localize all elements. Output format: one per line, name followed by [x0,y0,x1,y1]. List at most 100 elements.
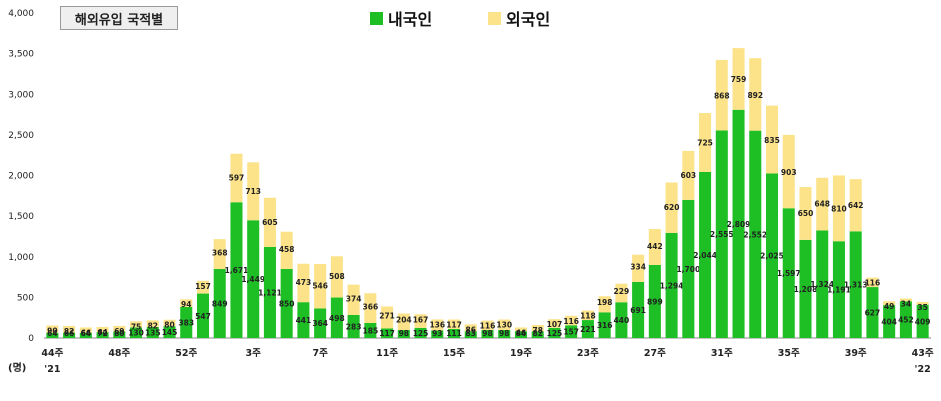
data-label-foreign: 117 [446,320,462,329]
data-label-foreign: 508 [329,272,345,281]
bar-domestic [765,173,779,338]
bar-foreign [883,301,896,306]
data-label-domestic: 1,671 [225,266,249,275]
data-label-foreign: 271 [379,312,395,321]
data-label-foreign: 648 [814,200,830,209]
data-label-foreign: 66 [81,328,91,337]
bar-domestic [213,269,226,338]
bar-domestic [280,268,293,338]
bar-foreign [832,175,845,242]
bar-foreign [632,254,645,282]
data-label-domestic: 1,449 [241,275,265,284]
chart-title: 해외유입 국적별 [60,6,178,30]
legend-domestic: 내국인 [370,6,432,30]
data-label-foreign: 46 [516,328,526,337]
data-label-foreign: 75 [131,322,141,331]
data-label-foreign: 473 [296,278,312,287]
bar-domestic [481,330,494,338]
bar-domestic [816,230,829,338]
data-label-foreign: 374 [346,294,362,303]
data-label-domestic: 1,121 [258,288,282,297]
x-tick-year-label: '21 [44,364,60,375]
data-label-foreign: 603 [681,171,697,180]
data-label-foreign: 82 [64,327,74,336]
bar-foreign [565,315,578,326]
data-label-domestic: 157 [563,328,579,337]
x-tick-label: 39주 [845,348,867,359]
y-tick-label: 4,000 [8,9,34,19]
bar-foreign [799,187,812,240]
bar-foreign [381,306,394,329]
bar-foreign [113,325,126,332]
data-label-foreign: 650 [798,209,814,218]
y-tick-label: 1,500 [8,212,34,222]
bar-domestic [598,312,611,338]
bar-foreign [431,319,444,331]
data-label-domestic: 1,191 [827,286,851,295]
x-tick-label: 23주 [577,348,599,359]
bar-domestic [699,171,712,338]
data-label-domestic: 98 [482,329,492,338]
bar-foreign [347,284,360,316]
data-label-domestic: 383 [178,318,194,327]
bar-domestic [230,202,243,338]
data-label-foreign: 835 [764,136,780,145]
x-tick-label: 48주 [108,348,130,359]
bar-domestic [414,327,427,338]
bar-domestic [615,302,628,338]
data-label-foreign: 334 [630,263,646,272]
bar-foreign [732,48,745,110]
data-label-domestic: 2,025 [760,252,784,261]
bar-foreign [464,324,477,332]
data-label-domestic: 111 [446,329,462,338]
data-label-foreign: 64 [97,328,107,337]
bar-domestic [46,332,59,338]
bar-domestic [330,297,343,338]
data-label-domestic: 64 [81,329,91,338]
x-tick-label: 3주 [246,348,262,359]
legend-label-foreign: 외국인 [506,10,551,29]
bar-foreign [866,277,879,288]
bar-domestic [682,199,695,338]
x-tick-label: 11주 [376,348,398,359]
data-label-foreign: 759 [731,75,747,84]
legend-label-domestic: 내국인 [388,10,433,29]
y-tick-label: 1,000 [8,253,34,263]
x-tick-label: 52주 [175,348,197,359]
bar-foreign [514,327,527,332]
data-label-foreign: 69 [114,327,124,336]
bar-foreign [581,310,594,321]
bar-domestic [531,331,544,338]
data-label-domestic: 498 [329,314,345,323]
bar-domestic [464,331,477,338]
bar-domestic [113,331,126,338]
bar-domestic [364,322,377,338]
data-label-domestic: 82 [532,329,542,338]
x-tick-label: 27주 [644,348,666,359]
data-label-domestic: 125 [413,329,429,338]
bar-domestic [263,246,276,338]
bar-domestic [916,304,929,338]
data-label-domestic: 221 [580,325,596,334]
bar-domestic [196,293,210,338]
data-label-foreign: 86 [466,325,476,334]
data-label-domestic: 80 [114,329,124,338]
bar-foreign [414,314,427,328]
data-label-domestic: 98 [399,329,409,338]
x-tick-year-label: '22 [915,364,931,375]
data-label-foreign: 116 [563,317,579,326]
data-label-foreign: 546 [312,281,328,290]
data-label-foreign: 35 [917,303,927,312]
data-label-foreign: 118 [580,311,596,320]
data-label-foreign: 597 [229,173,245,182]
bar-foreign [263,197,276,247]
data-label-domestic: 185 [363,326,379,335]
bar-foreign [330,256,343,298]
bar-domestic [899,301,912,338]
bar-domestic [782,208,795,338]
data-label-domestic: 1,597 [777,269,801,278]
bar-foreign [765,105,779,174]
data-label-domestic: 409 [915,317,931,326]
